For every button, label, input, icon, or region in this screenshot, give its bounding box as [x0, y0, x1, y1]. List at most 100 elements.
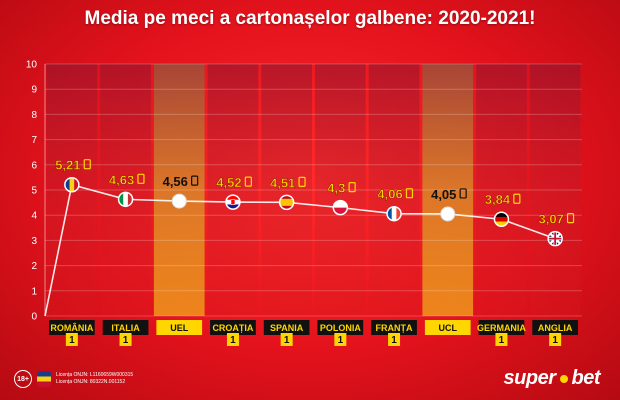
y-tick-label: 7: [31, 135, 37, 146]
category-label: POLONIA: [320, 323, 362, 333]
y-tick-label: 4: [31, 211, 37, 222]
flag-france-icon: [386, 205, 402, 222]
rank-label: 1: [499, 335, 505, 346]
flag-romania-icon: [64, 176, 80, 193]
column-bands: [46, 64, 581, 316]
category-label: FRANȚA: [376, 323, 413, 333]
data-label: 3,84: [485, 192, 511, 207]
column-band: [315, 64, 366, 316]
yellow-card-icon: [244, 176, 252, 187]
flag-stripe: [387, 206, 393, 221]
category-label-box: [532, 320, 578, 335]
brand-right: bet: [571, 367, 601, 389]
y-tick-label: 2: [31, 261, 37, 272]
category-label: ITALIA: [111, 323, 140, 333]
data-label: 5,21: [55, 158, 80, 173]
flag-stripe: [396, 206, 402, 221]
flag-stripe: [64, 177, 70, 192]
category-label-box: [424, 320, 471, 335]
category-label-box: [156, 320, 203, 335]
chart-title: Media pe meci a cartonașelor galbene: 20…: [84, 8, 536, 29]
rank-box: [65, 333, 78, 346]
brand-left: super: [503, 367, 556, 389]
flag-italy-icon: [117, 191, 134, 208]
data-label: 3,07: [538, 212, 563, 227]
rank-label: 1: [284, 335, 290, 346]
rank-box: [334, 333, 347, 346]
column-band: [529, 64, 581, 316]
y-tick-label: 10: [26, 60, 38, 71]
yellow-card-icon: [298, 176, 306, 187]
onjn-logo: [37, 371, 51, 387]
column-band: [261, 64, 312, 316]
flag-border: [332, 199, 349, 216]
superbet-logo[interactable]: super bet: [503, 367, 601, 390]
category-label-box: [317, 320, 364, 335]
category-label-box: [478, 320, 525, 335]
value-labels: 5,21 4,63 4,56 4,52 4,51 4,3 4,06 4,05 3,84 3,07: [55, 158, 575, 227]
rank-label: 1: [391, 335, 397, 346]
flag-stripe: [333, 207, 348, 215]
flag-stripe: [494, 216, 509, 222]
category-label-box: [102, 320, 149, 335]
category-label-box: [371, 320, 417, 335]
flag-croatia-icon: [225, 194, 241, 210]
flag-stripe: [69, 177, 75, 192]
y-tick-label: 8: [31, 110, 37, 121]
flag-fill: [387, 206, 402, 221]
rank-label: 1: [230, 335, 236, 346]
rank-box: [495, 333, 508, 346]
yellow-card-icon: [566, 213, 575, 224]
rank-box: [280, 333, 293, 346]
category-label-box: [49, 320, 95, 335]
flag-spain-icon: [278, 194, 295, 211]
flag-germany-icon: [493, 211, 510, 227]
column-band: [476, 64, 527, 316]
legal-text: Licența ONJN: L1160659W000315 Licența ON…: [56, 372, 133, 386]
legal-line: Licența ONJN: L1160659W000315: [56, 372, 134, 378]
column-band: [207, 64, 259, 316]
yellow-card-icon: [405, 188, 414, 199]
flag-stripe: [123, 192, 129, 207]
data-label: 4,63: [109, 172, 134, 187]
column-band: [422, 64, 474, 316]
flag-stripe: [494, 212, 509, 218]
data-label: 4,06: [377, 187, 402, 202]
legal-line: Licența ONJN: 80322N.001152: [56, 379, 126, 385]
data-label: 4,3: [327, 181, 345, 196]
flag-fill: [494, 212, 509, 227]
flag-stripe: [225, 204, 240, 210]
flag-border: [386, 205, 402, 222]
category-label-box: [210, 320, 256, 335]
rank-label: 1: [123, 335, 129, 346]
flag-fill: [225, 195, 240, 210]
yellow-card-icon: [191, 175, 199, 186]
flag-fill: [548, 231, 563, 246]
flag-stripe: [494, 221, 509, 227]
age-restriction-badge: 18+: [14, 370, 32, 388]
category-label: ANGLIA: [538, 323, 573, 333]
grid: [45, 63, 582, 317]
yellow-card-icon: [348, 182, 356, 193]
category-label: CROAȚIA: [212, 323, 253, 333]
category-label: GERMANIA: [477, 323, 526, 333]
yellow-card-icon: [513, 193, 521, 204]
y-tick-label: 9: [31, 85, 37, 96]
data-label: 4,05: [431, 187, 456, 202]
flag-border: [64, 176, 80, 193]
flag-fill: [333, 200, 348, 215]
y-tick-label: 0: [31, 312, 37, 323]
flag-emblem: [230, 199, 236, 205]
rank-box: [388, 333, 401, 346]
yellow-card-icon: [459, 188, 467, 199]
category-label: UCL: [439, 323, 458, 333]
flag-england-icon: [547, 230, 563, 247]
column-band: [100, 64, 151, 316]
y-tick-label: 6: [31, 160, 37, 171]
flag-stripe: [118, 192, 124, 207]
flag-fill: [64, 177, 79, 192]
flag-cross: [548, 231, 563, 246]
flag-fill: [118, 192, 133, 207]
category-label: UEL: [170, 323, 189, 333]
rank-box: [226, 333, 239, 346]
